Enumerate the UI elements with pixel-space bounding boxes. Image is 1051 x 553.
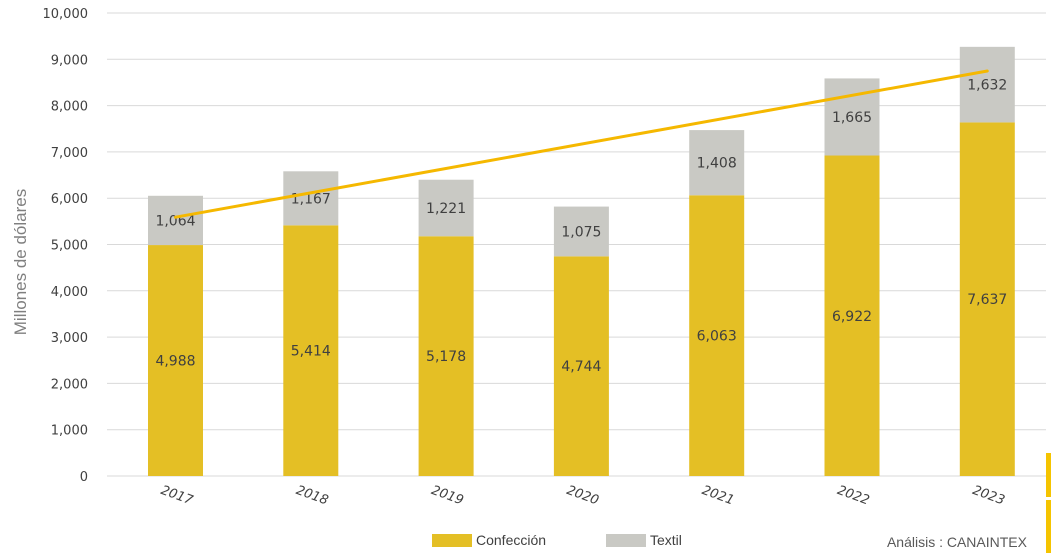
x-axis-ticks: 2017 2018 2019 2020 2021 2022 2023 (159, 483, 1007, 509)
y-tick-label: 3,000 (51, 331, 88, 346)
y-axis-label: Millones de dólares (11, 189, 30, 335)
data-label-textil: 1,408 (697, 156, 737, 172)
bar-confeccion-2021 (689, 195, 745, 477)
y-tick-label: 6,000 (51, 192, 88, 207)
bar-textil-2021 (689, 130, 745, 196)
bar-textil-2018 (283, 171, 339, 226)
bar-textil-2019 (418, 179, 474, 237)
bar-confeccion-2019 (418, 236, 474, 476)
bar-confeccion-2018 (283, 225, 339, 476)
trendline (174, 69, 989, 219)
bar-confeccion-2017 (148, 245, 203, 476)
y-tick-label: 0 (80, 470, 88, 485)
y-tick-label: 5,000 (51, 239, 88, 254)
x-tick-label: 2021 (700, 483, 736, 508)
data-label-confeccion: 5,414 (291, 344, 331, 360)
bar-confeccion-2020 (553, 256, 609, 476)
data-label-confeccion: 5,178 (426, 349, 466, 365)
source-note: Análisis : CANAINTEX (887, 534, 1028, 550)
bar-confeccion-2023 (959, 122, 1015, 477)
y-tick-label: 8,000 (51, 100, 88, 115)
legend-swatch-confeccion (432, 534, 472, 547)
data-label-textil: 1,075 (561, 224, 601, 240)
x-tick-label: 2018 (294, 483, 330, 508)
y-tick-label: 2,000 (51, 377, 88, 392)
x-tick-label: 2022 (835, 483, 871, 508)
y-tick-label: 10,000 (43, 7, 89, 22)
bar-textil-2017 (148, 195, 203, 246)
data-label-confeccion: 6,063 (697, 329, 737, 345)
bar-confeccion-2022 (824, 155, 880, 476)
legend: Confección Textil (432, 532, 682, 548)
edge-accent-bar (1046, 500, 1051, 553)
data-label-confeccion: 7,637 (967, 292, 1007, 308)
x-tick-label: 2019 (429, 483, 465, 508)
data-label-textil: 1,221 (426, 201, 466, 217)
x-tick-label: 2023 (970, 483, 1006, 508)
y-tick-label: 1,000 (51, 424, 88, 439)
edge-accent-bars (1046, 453, 1051, 553)
legend-label-textil: Textil (650, 532, 682, 548)
y-tick-label: 9,000 (51, 53, 88, 68)
data-label-textil: 1,064 (155, 213, 195, 229)
data-label-textil: 1,632 (967, 78, 1007, 94)
legend-label-confeccion: Confección (476, 532, 546, 548)
data-label-confeccion: 4,988 (155, 354, 195, 370)
bar-textil-2020 (553, 206, 609, 257)
legend-swatch-textil (606, 534, 646, 547)
data-labels: 4,9881,0645,4141,1675,1781,2214,7441,075… (155, 78, 1007, 376)
x-tick-label: 2020 (564, 483, 600, 508)
bar-textil-2023 (959, 46, 1015, 123)
data-label-confeccion: 4,744 (561, 359, 601, 375)
y-tick-label: 7,000 (51, 146, 88, 161)
y-axis-ticks: 0 1,000 2,000 3,000 4,000 5,000 6,000 7,000 8,00… (43, 7, 89, 485)
data-label-confeccion: 6,922 (832, 309, 872, 325)
y-tick-label: 4,000 (51, 285, 88, 300)
edge-accent-bar (1046, 453, 1051, 497)
data-label-textil: 1,665 (832, 110, 872, 126)
bars (148, 46, 1015, 477)
x-tick-label: 2017 (159, 483, 196, 509)
trendline-total (174, 69, 989, 219)
